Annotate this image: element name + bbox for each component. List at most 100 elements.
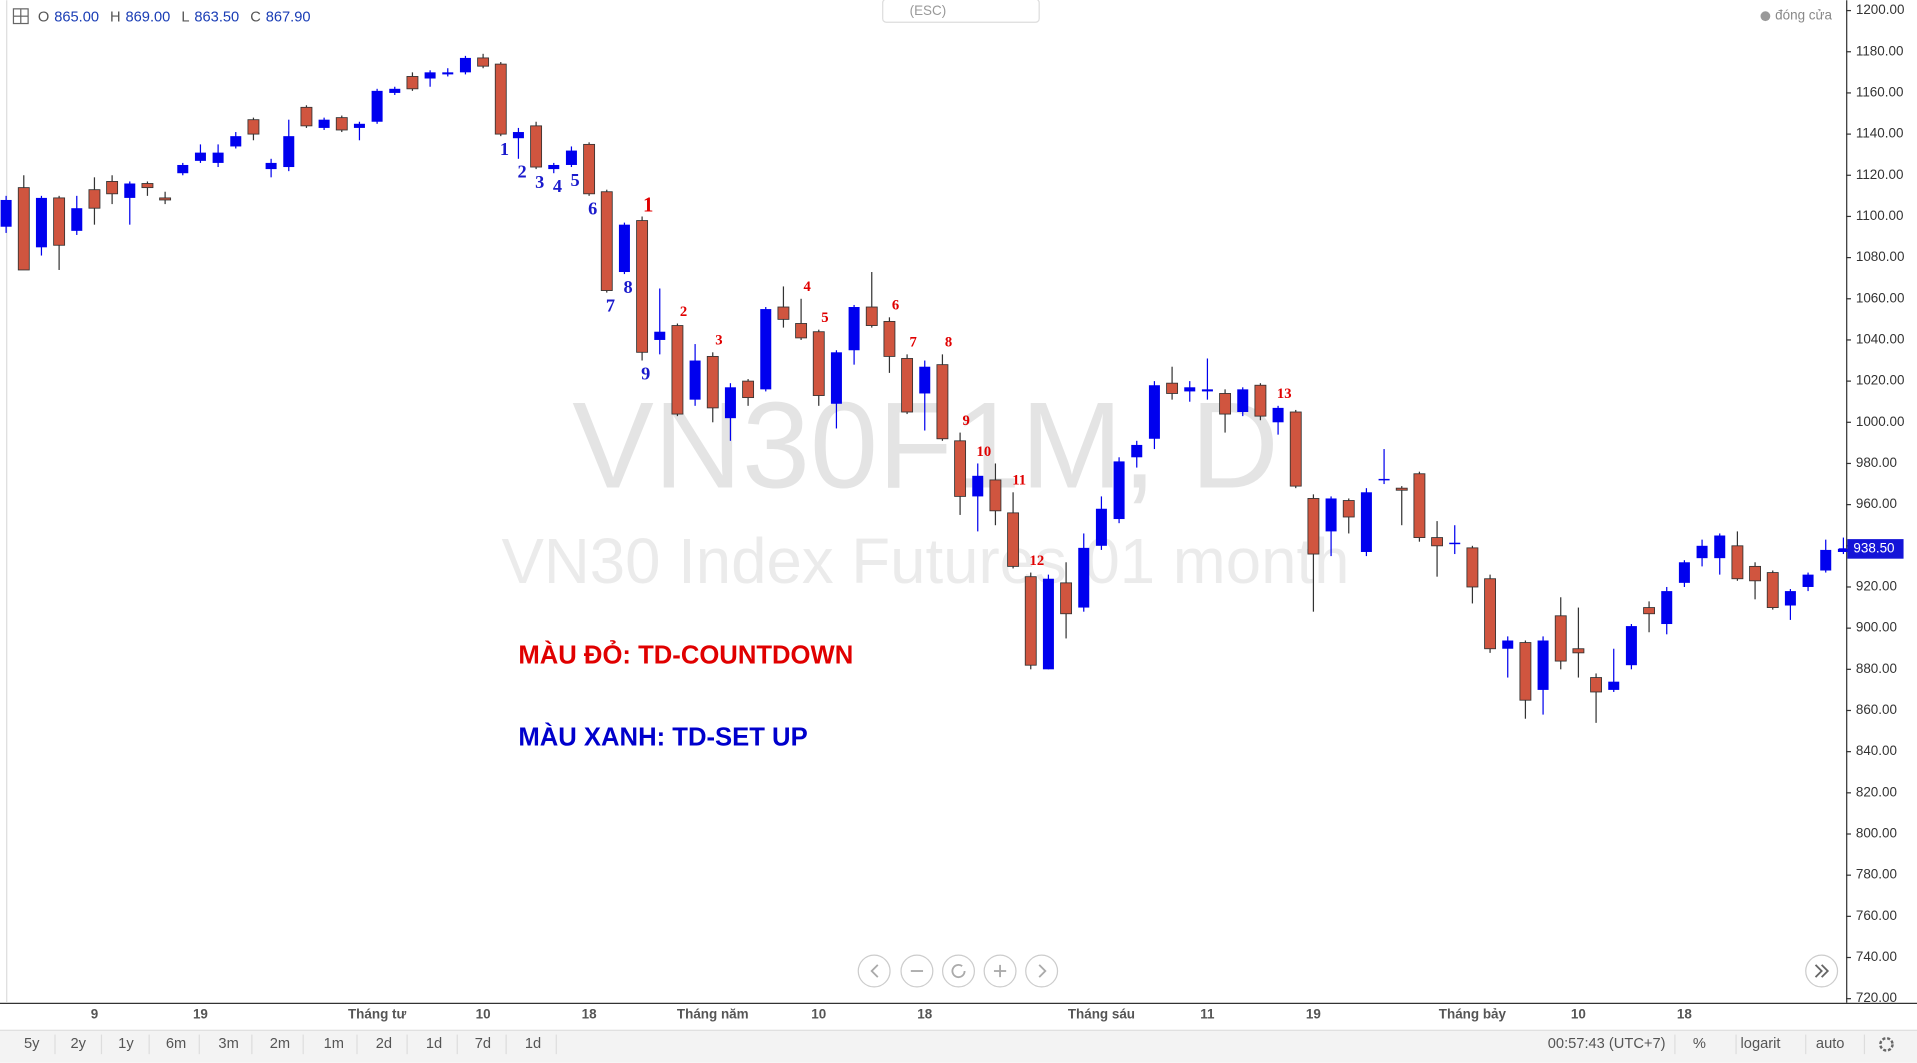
candle-body [830, 352, 842, 404]
setup-label: 8 [624, 277, 633, 297]
countdown-label: 6 [892, 298, 899, 314]
settings-icon[interactable] [1879, 1037, 1894, 1052]
legend-key: H [110, 9, 121, 25]
nav-reset[interactable] [941, 954, 976, 988]
candle-body [300, 106, 313, 127]
y-tick-label: 1100.00 [1856, 208, 1904, 223]
candle-body [1820, 549, 1832, 571]
setup-label: 7 [606, 295, 615, 315]
range-button[interactable]: 2d [376, 1036, 392, 1052]
price-source: đóng cửa [1775, 8, 1832, 23]
candle-body [194, 152, 206, 161]
esc-box[interactable] [882, 0, 1040, 23]
clock: 00:57:43 (UTC+7) [1548, 1036, 1666, 1052]
candle-body [1625, 626, 1637, 666]
y-tick-label: 1020.00 [1856, 373, 1905, 388]
countdown-label: 4 [804, 279, 812, 295]
setup-label: 9 [641, 363, 650, 383]
candle-body [1360, 492, 1372, 552]
x-tick-label: 10 [1571, 1007, 1586, 1022]
candle-body [1289, 411, 1302, 487]
y-tick-label: 960.00 [1856, 496, 1897, 511]
nav-icons [870, 963, 1830, 979]
countdown-label: 7 [910, 335, 917, 351]
esc-hint: (ESC) [910, 3, 947, 18]
y-tick-label: 1000.00 [1856, 414, 1905, 429]
candle-body [477, 57, 490, 67]
range-button[interactable]: 3m [218, 1036, 238, 1052]
option-button[interactable]: % [1693, 1036, 1706, 1052]
option-button[interactable]: logarit [1741, 1036, 1781, 1052]
candle-body [654, 331, 666, 340]
range-button[interactable]: 1m [324, 1036, 344, 1052]
legend-value: 869.00 [126, 9, 171, 25]
setup-label: 1 [500, 139, 509, 159]
y-tick-label: 720.00 [1856, 990, 1897, 1005]
countdown-label: 9 [963, 413, 970, 429]
candle-body [848, 307, 860, 351]
setup-label: 3 [535, 172, 544, 192]
y-tick-label: 1060.00 [1856, 290, 1905, 305]
nav-left[interactable] [857, 954, 891, 988]
y-tick-label: 920.00 [1856, 579, 1897, 594]
icon [870, 964, 879, 978]
icon [951, 963, 966, 979]
range-button[interactable]: 7d [475, 1036, 491, 1052]
countdown-label: 11 [1012, 473, 1026, 489]
candle-body [1837, 548, 1849, 552]
candle-body [972, 475, 984, 497]
range-button[interactable]: 5y [24, 1036, 40, 1052]
candle-body [1643, 607, 1656, 615]
x-tick-label: Tháng tư [348, 1007, 407, 1022]
y-tick-label: 800.00 [1856, 826, 1897, 841]
option-button[interactable]: auto [1816, 1036, 1845, 1052]
range-button[interactable]: 2m [270, 1036, 290, 1052]
y-tick-label: 820.00 [1856, 784, 1897, 799]
legend-key: O [38, 9, 49, 25]
candle-body [548, 164, 560, 170]
y-tick-label: 1120.00 [1856, 167, 1904, 182]
x-tick-label: 10 [811, 1007, 826, 1022]
range-button[interactable]: 2y [71, 1036, 87, 1052]
candle-body [1024, 576, 1037, 666]
candle-body [600, 191, 613, 291]
candle-body [1395, 487, 1408, 491]
legend-key: L [181, 9, 189, 25]
candle-body [335, 117, 348, 131]
range-button[interactable]: 1y [118, 1036, 134, 1052]
candle-body [1148, 385, 1160, 439]
candle-body [636, 220, 649, 353]
countdown-label: 2 [680, 304, 687, 320]
last-price-tag [1847, 539, 1904, 559]
range-button[interactable]: 1d [525, 1036, 541, 1052]
candle-body [1802, 574, 1814, 587]
candle-body [71, 208, 83, 231]
range-button[interactable]: 1d [426, 1036, 442, 1052]
candle-body [1131, 444, 1143, 458]
range-button[interactable]: 6m [166, 1036, 186, 1052]
candle-body [1325, 498, 1337, 532]
candle-body [1696, 545, 1708, 559]
countdown-label: 13 [1277, 386, 1292, 402]
candle-body [671, 325, 684, 415]
countdown-label: 1 [643, 193, 653, 216]
candle-body [1254, 384, 1267, 417]
candle-body [795, 323, 808, 339]
candle-body [883, 320, 896, 357]
candle-body [1413, 473, 1426, 538]
y-tick-label: 900.00 [1856, 620, 1897, 635]
candle-body [901, 358, 914, 413]
nav-right[interactable] [1025, 954, 1059, 988]
candle-body [1466, 547, 1479, 588]
y-tick-label: 860.00 [1856, 702, 1897, 717]
candle-body [1784, 591, 1796, 606]
x-tick-label: 10 [476, 1007, 491, 1022]
candle-body [1608, 681, 1620, 690]
candle-body [1749, 565, 1761, 582]
y-tick-label: 880.00 [1856, 661, 1897, 676]
x-tick-label: 18 [582, 1007, 597, 1022]
y-tick-label: 780.00 [1856, 867, 1897, 882]
candle-body [124, 183, 136, 198]
x-tick-label: 11 [1200, 1007, 1215, 1022]
legend-value: 865.00 [54, 9, 99, 25]
